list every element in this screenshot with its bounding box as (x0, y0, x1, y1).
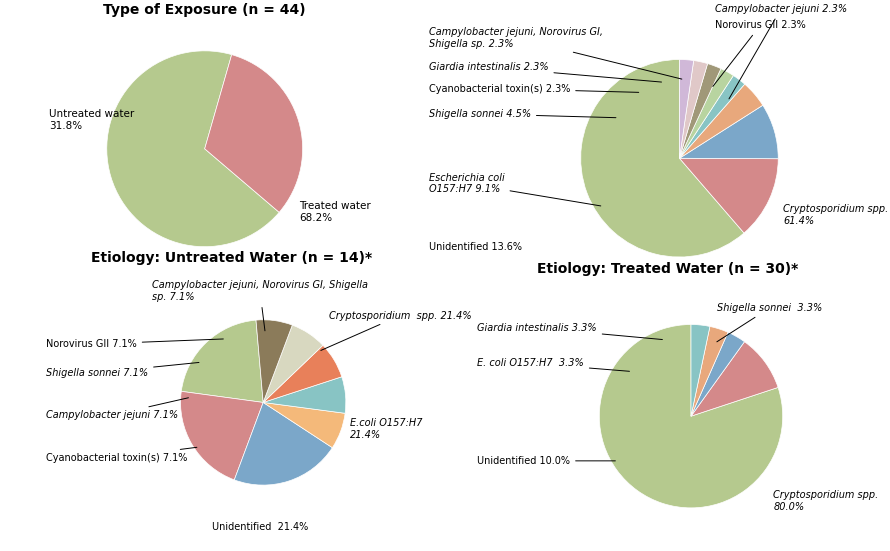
Text: Cryptosporidium  spp. 21.4%: Cryptosporidium spp. 21.4% (320, 311, 472, 350)
Wedge shape (679, 105, 778, 159)
Title: Etiology: Treated Water (n = 30)*: Etiology: Treated Water (n = 30)* (537, 262, 798, 276)
Wedge shape (599, 325, 782, 508)
Wedge shape (679, 60, 693, 158)
Wedge shape (691, 325, 710, 416)
Text: Escherichia coli
O157:H7 9.1%: Escherichia coli O157:H7 9.1% (429, 173, 601, 206)
Text: Campylobacter jejuni, Norovirus GI, Shigella
sp. 7.1%: Campylobacter jejuni, Norovirus GI, Shig… (152, 280, 368, 331)
Wedge shape (263, 402, 345, 447)
Wedge shape (679, 84, 763, 158)
Text: Unidentified 10.0%: Unidentified 10.0% (477, 456, 615, 466)
Wedge shape (181, 391, 263, 480)
Wedge shape (234, 402, 332, 485)
Text: Unidentified  21.4%: Unidentified 21.4% (213, 522, 309, 532)
Wedge shape (679, 69, 733, 158)
Text: Cryptosporidium spp.
61.4%: Cryptosporidium spp. 61.4% (783, 204, 888, 226)
Wedge shape (263, 377, 346, 413)
Text: Cyanobacterial toxin(s) 7.1%: Cyanobacterial toxin(s) 7.1% (46, 447, 197, 462)
Text: Campylobacter jejuni 7.1%: Campylobacter jejuni 7.1% (46, 398, 189, 420)
Text: E. coli O157:H7  3.3%: E. coli O157:H7 3.3% (477, 358, 629, 371)
Text: Campylobacter jejuni 2.3%: Campylobacter jejuni 2.3% (715, 4, 847, 99)
Wedge shape (679, 63, 721, 158)
Wedge shape (679, 61, 708, 158)
Text: Giardia intestinalis 2.3%: Giardia intestinalis 2.3% (429, 62, 661, 82)
Wedge shape (679, 75, 745, 158)
Wedge shape (263, 345, 342, 402)
Text: Treated water
68.2%: Treated water 68.2% (299, 201, 371, 223)
Text: Unidentified 13.6%: Unidentified 13.6% (429, 242, 522, 252)
Text: Campylobacter jejuni, Norovirus GI,
Shigella sp. 2.3%: Campylobacter jejuni, Norovirus GI, Shig… (429, 27, 682, 79)
Wedge shape (691, 332, 744, 416)
Wedge shape (580, 60, 744, 257)
Text: Shigella sonnei 4.5%: Shigella sonnei 4.5% (429, 109, 616, 119)
Text: Cryptosporidium spp.
80.0%: Cryptosporidium spp. 80.0% (773, 490, 878, 512)
Title: Etiology: Untreated Water (n = 14)*: Etiology: Untreated Water (n = 14)* (91, 251, 372, 264)
Wedge shape (691, 327, 728, 416)
Title: Type of Exposure (n = 44): Type of Exposure (n = 44) (103, 3, 306, 17)
Text: Norovirus GII 2.3%: Norovirus GII 2.3% (713, 20, 805, 87)
Text: Cyanobacterial toxin(s) 2.3%: Cyanobacterial toxin(s) 2.3% (429, 84, 639, 94)
Text: E.coli O157:H7
21.4%: E.coli O157:H7 21.4% (350, 418, 423, 440)
Text: Untreated water
31.8%: Untreated water 31.8% (49, 109, 134, 131)
Wedge shape (679, 158, 778, 233)
Text: Shigella sonnei  3.3%: Shigella sonnei 3.3% (716, 303, 822, 342)
Wedge shape (263, 325, 323, 402)
Text: Norovirus GII 7.1%: Norovirus GII 7.1% (46, 339, 223, 349)
Wedge shape (182, 320, 263, 402)
Wedge shape (205, 55, 303, 212)
Wedge shape (691, 342, 778, 416)
Wedge shape (256, 320, 292, 402)
Wedge shape (107, 51, 279, 247)
Text: Giardia intestinalis 3.3%: Giardia intestinalis 3.3% (477, 323, 662, 339)
Text: Shigella sonnei 7.1%: Shigella sonnei 7.1% (46, 363, 199, 378)
